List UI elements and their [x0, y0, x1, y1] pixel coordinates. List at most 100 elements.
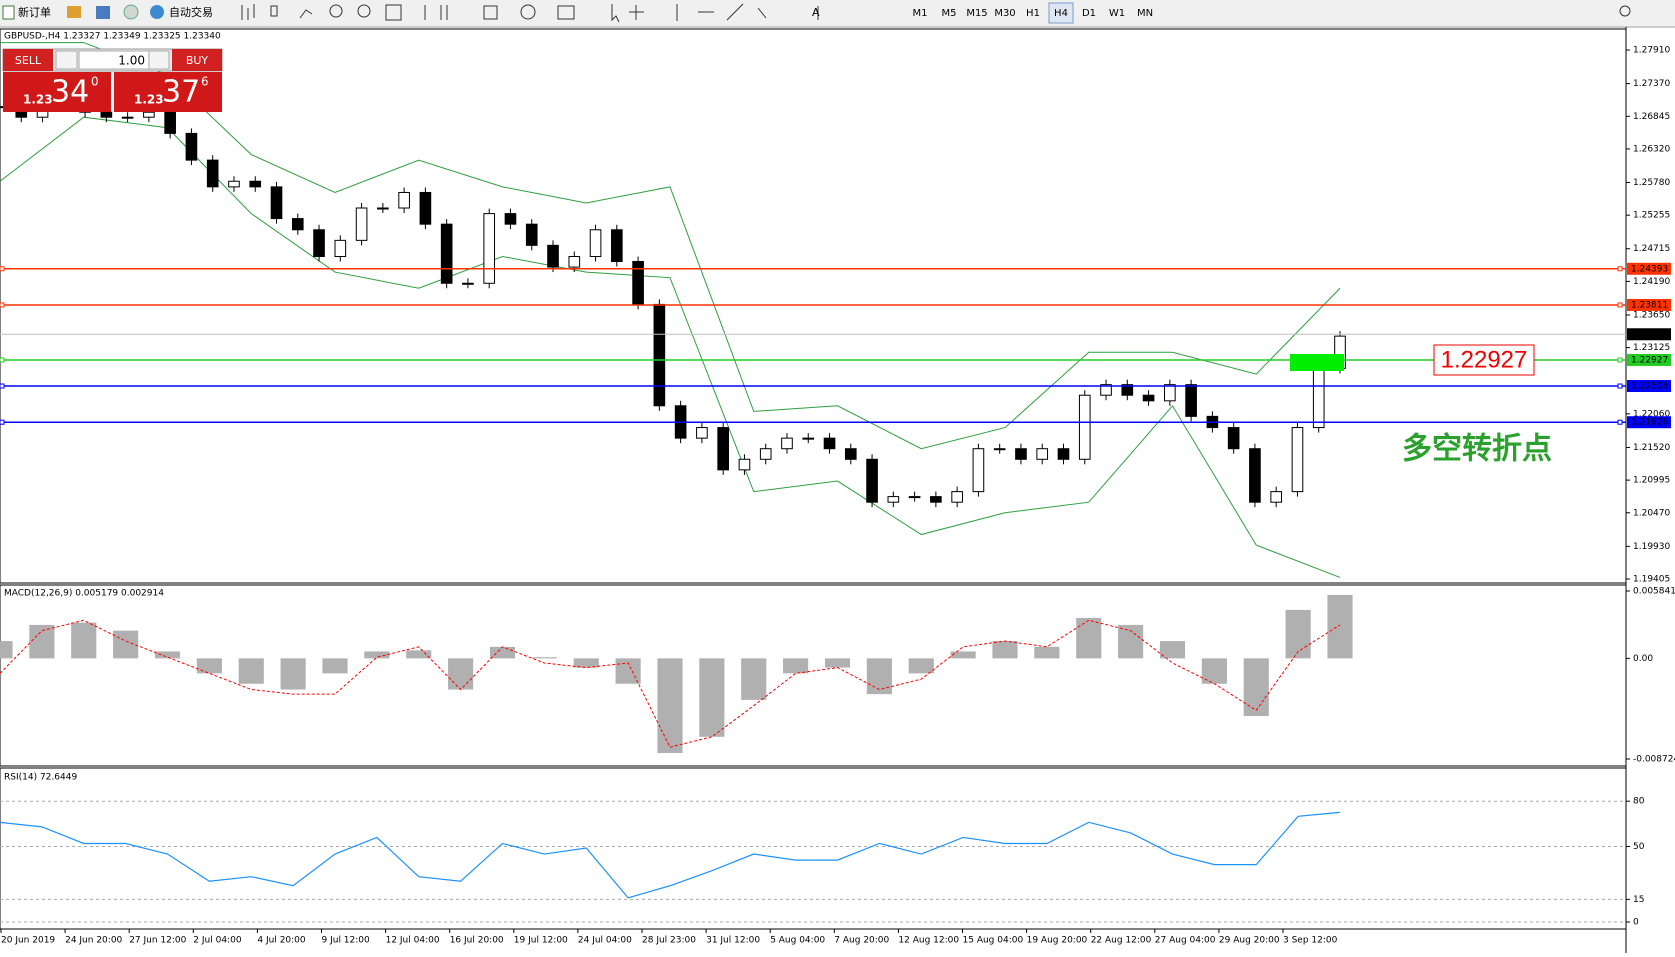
- candle: [1312, 367, 1325, 429]
- candle: [568, 256, 581, 268]
- macd-bar: [0, 641, 13, 659]
- macd-title: MACD(12,26,9) 0.005179 0.002914: [4, 589, 164, 599]
- scroll-icons[interactable]: [424, 5, 448, 20]
- folder-icon[interactable]: [67, 6, 81, 18]
- sell-price-box[interactable]: [3, 72, 111, 112]
- candle: [1015, 448, 1027, 460]
- timeframe[interactable]: D1: [1082, 8, 1096, 19]
- candle: [270, 186, 283, 220]
- candle: [823, 437, 836, 450]
- macd-bar: [950, 651, 976, 659]
- timeframe[interactable]: M5: [942, 8, 957, 19]
- navigator-icon[interactable]: [96, 6, 110, 19]
- text-tool[interactable]: A: [812, 6, 820, 19]
- periods-icon[interactable]: [520, 4, 536, 20]
- timeframe[interactable]: W1: [1109, 8, 1125, 19]
- level-handle[interactable]: [1617, 383, 1623, 389]
- level-handle[interactable]: [1617, 266, 1623, 272]
- zoom-in-icon[interactable]: [329, 4, 343, 18]
- level-handle[interactable]: [1617, 357, 1623, 363]
- macd-bar: [489, 646, 516, 659]
- buy-pips: 37: [162, 75, 200, 110]
- lots-up[interactable]: [148, 50, 170, 70]
- y-tick-label: 50: [1633, 842, 1645, 852]
- buy-label: BUY: [186, 54, 209, 67]
- time-label: 19 Jul 12:00: [514, 936, 568, 946]
- candle: [1121, 384, 1134, 396]
- lots-down[interactable]: [55, 50, 78, 70]
- tile-icon[interactable]: [385, 4, 402, 21]
- level-handle[interactable]: [0, 357, 5, 363]
- candle: [1036, 448, 1049, 460]
- timeframe[interactable]: M15: [966, 8, 987, 19]
- time-label: 20 Jun 2019: [1, 936, 55, 946]
- main-chart: 1.27910 1.27370 1.26845 1.26320 1.25780 1.252…: [0, 42, 1671, 585]
- macd-frame: [0, 584, 1627, 767]
- candle: [164, 111, 176, 134]
- candle: [759, 448, 772, 460]
- buy-price-box[interactable]: [114, 72, 222, 112]
- macd-bar: [531, 657, 557, 659]
- candle: [462, 282, 474, 285]
- buy-big: 1.23: [134, 93, 164, 107]
- level-label-box: [1627, 353, 1671, 366]
- indicators-icon[interactable]: [483, 5, 498, 20]
- level-handle[interactable]: [0, 383, 5, 389]
- marker-label: 1.22927: [1441, 346, 1528, 373]
- new-order-button[interactable]: 新订单: [2, 5, 51, 20]
- time-label: 4 Jul 20:00: [257, 936, 306, 946]
- candle: [589, 229, 602, 258]
- time-label: 19 Aug 20:00: [1027, 936, 1088, 946]
- templates-icon[interactable]: [557, 5, 575, 20]
- macd-bar: [448, 658, 474, 690]
- candle: [717, 427, 729, 471]
- level-handle[interactable]: [0, 266, 5, 272]
- zoom-out-icon[interactable]: [357, 4, 371, 18]
- macd-bar: [364, 651, 390, 659]
- rsi-title: RSI(14) 72.6449: [4, 773, 77, 783]
- candle: [1100, 384, 1112, 396]
- candle: [972, 448, 985, 493]
- line-icon[interactable]: [299, 9, 313, 19]
- bar-chart-icon[interactable]: [241, 4, 255, 20]
- time-label: 2 Jul 04:00: [193, 936, 242, 946]
- buy-button[interactable]: [172, 49, 222, 71]
- auto-trading-button[interactable]: 自动交易: [150, 5, 213, 19]
- macd-bar: [573, 658, 599, 668]
- macd-bar: [824, 658, 851, 668]
- candle: [951, 491, 963, 503]
- macd-bar: [992, 641, 1018, 659]
- timeframe[interactable]: M30: [994, 8, 1015, 19]
- candle: [440, 223, 453, 284]
- time-label: 9 Jul 12:00: [322, 936, 371, 946]
- level-handle[interactable]: [1617, 302, 1623, 308]
- search-icon[interactable]: [1619, 5, 1631, 17]
- lots-value: 1.00: [118, 54, 145, 68]
- macd-bar: [406, 650, 432, 659]
- level-label: 1.21926: [1631, 418, 1668, 428]
- level-handle[interactable]: [0, 302, 5, 308]
- sell-big: 1.23: [23, 93, 53, 107]
- timeframe[interactable]: M1: [913, 8, 928, 19]
- note: 多空转折点: [1402, 432, 1552, 467]
- auto-trading-icon: [150, 5, 164, 19]
- level-handle[interactable]: [0, 419, 5, 425]
- candle: [419, 191, 432, 225]
- candle: [206, 159, 219, 188]
- sell-button[interactable]: [3, 49, 53, 71]
- drawing-icons[interactable]: [611, 3, 819, 23]
- toolbar: [0, 0, 1675, 27]
- macd-bar: [238, 658, 264, 684]
- signals-icon[interactable]: [123, 4, 139, 20]
- candle-icon[interactable]: [270, 5, 278, 17]
- rsi-frame: [0, 767, 1627, 930]
- new-order-label: 新订单: [18, 5, 51, 19]
- timeframe[interactable]: H1: [1026, 8, 1040, 19]
- time-label: 5 Aug 04:00: [770, 936, 825, 946]
- timeframe[interactable]: MN: [1137, 8, 1153, 19]
- macd-bar: [1327, 594, 1353, 659]
- level-handle[interactable]: [1617, 419, 1623, 425]
- candle: [887, 496, 900, 503]
- timeframe[interactable]: H4: [1054, 8, 1068, 19]
